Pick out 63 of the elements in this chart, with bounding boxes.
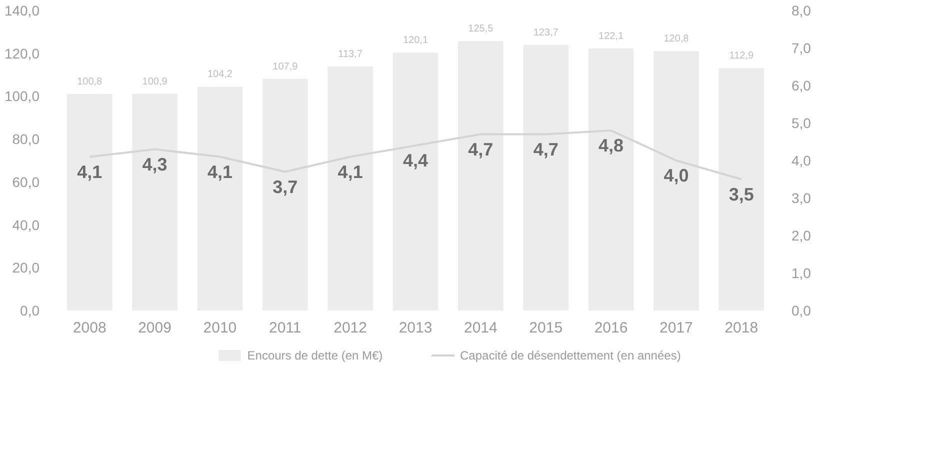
y-tick-label: 20,0 xyxy=(12,260,40,276)
data-label: 104,2 xyxy=(207,69,233,80)
data-label: 3,5 xyxy=(728,184,754,204)
data-label: 120,8 xyxy=(664,34,690,45)
bar xyxy=(654,51,699,310)
data-label: 4,1 xyxy=(77,162,102,182)
x-tick-label: 2010 xyxy=(203,320,237,336)
data-label: 107,9 xyxy=(272,61,298,72)
data-label: 4,8 xyxy=(598,136,624,156)
y-tick-label: 60,0 xyxy=(12,174,40,190)
bar xyxy=(197,86,243,310)
x-tick-label: 2012 xyxy=(334,320,368,336)
data-label: 4,1 xyxy=(338,162,363,182)
x-tick-label: 2011 xyxy=(269,320,302,336)
x-tick-label: 2008 xyxy=(72,320,106,336)
bar xyxy=(392,52,438,310)
data-label: 4,4 xyxy=(402,150,428,170)
data-label: 100,9 xyxy=(142,76,168,88)
x-tick-label: 2013 xyxy=(398,320,432,336)
data-label: 113,7 xyxy=(338,48,363,60)
y2-tick-label: 1,0 xyxy=(792,265,812,281)
y2-tick-label: 6,0 xyxy=(792,78,812,94)
y-tick-label: 140,0 xyxy=(4,2,40,18)
x-tick-label: 2017 xyxy=(660,320,693,336)
y-tick-label: 80,0 xyxy=(12,131,40,148)
y-tick-label: 120,0 xyxy=(4,45,40,62)
y2-tick-label: 8,0 xyxy=(792,2,812,18)
data-label: 4,0 xyxy=(664,166,689,186)
x-tick-label: 2015 xyxy=(529,320,563,336)
data-label: 4,1 xyxy=(207,162,232,182)
y-tick-label: 100,0 xyxy=(4,88,40,104)
bar xyxy=(458,41,504,310)
bar xyxy=(262,78,308,310)
bar xyxy=(523,44,569,310)
x-tick-label: 2009 xyxy=(138,320,172,336)
data-label: 112,9 xyxy=(729,50,754,62)
x-tick-label: 2018 xyxy=(724,320,758,336)
x-tick-label: 2016 xyxy=(594,320,628,336)
bar xyxy=(588,48,634,310)
y2-tick-label: 2,0 xyxy=(792,228,812,244)
data-label: 125,5 xyxy=(468,24,494,35)
y2-tick-label: 5,0 xyxy=(792,115,812,131)
legend-label: Encours de dette (en M€) xyxy=(247,348,383,362)
y2-tick-label: 0,0 xyxy=(792,302,812,318)
data-label: 4,3 xyxy=(142,154,168,174)
bar xyxy=(328,66,373,310)
y2-tick-label: 3,0 xyxy=(792,190,812,206)
data-label: 122,1 xyxy=(598,30,624,42)
y-tick-label: 0,0 xyxy=(20,302,40,318)
x-tick-label: 2014 xyxy=(464,320,498,336)
y2-tick-label: 4,0 xyxy=(792,152,812,168)
data-label: 123,7 xyxy=(533,27,559,38)
legend-label: Capacité de désendettement (en années) xyxy=(460,348,681,362)
y2-tick-label: 7,0 xyxy=(792,40,812,56)
bar xyxy=(132,94,178,310)
data-label: 4,7 xyxy=(468,139,494,160)
bar xyxy=(718,68,764,310)
data-label: 100,8 xyxy=(77,76,103,88)
data-label: 3,7 xyxy=(272,176,298,197)
data-label: 120,1 xyxy=(402,35,428,46)
data-label: 4,7 xyxy=(533,139,558,160)
y-tick-label: 40,0 xyxy=(12,216,40,233)
bar xyxy=(66,94,112,310)
